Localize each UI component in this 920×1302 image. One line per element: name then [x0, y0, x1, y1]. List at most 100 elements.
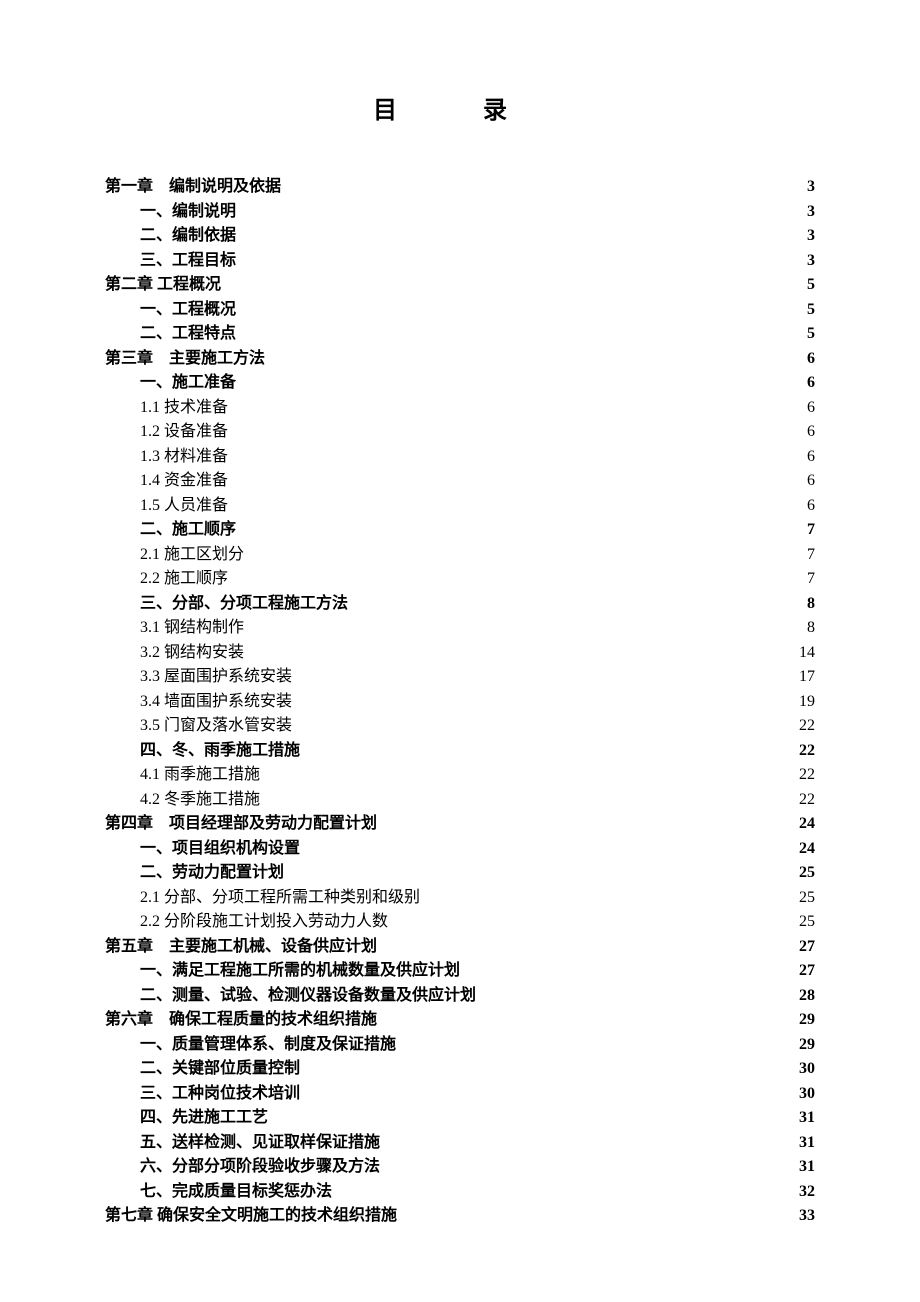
toc-entry: 六、分部分项阶段验收步骤及方法31 [105, 1155, 815, 1180]
toc-entry: 五、送样检测、见证取样保证措施 31 [105, 1131, 815, 1156]
toc-entry-page: 29 [799, 1008, 815, 1033]
toc-entry-label: 二、关键部位质量控制 [140, 1057, 300, 1082]
toc-entry-label: 六、分部分项阶段验收步骤及方法 [140, 1155, 380, 1180]
toc-entry-page: 31 [799, 1131, 815, 1156]
toc-entry-label: 三、分部、分项工程施工方法 [140, 592, 348, 617]
toc-entry-page: 8 [807, 616, 815, 641]
toc-entry: 4.1 雨季施工措施22 [105, 763, 815, 788]
toc-entry-label: 3.2 钢结构安装 [140, 641, 244, 666]
toc-entry-page: 3 [807, 200, 815, 225]
toc-entry-page: 22 [799, 739, 815, 764]
toc-entry-label: 一、工程概况 [140, 298, 236, 323]
toc-entry: 第六章 确保工程质量的技术组织措施 29 [105, 1008, 815, 1033]
toc-entry: 3.4 墙面围护系统安装19 [105, 690, 815, 715]
toc-entry-page: 6 [807, 494, 815, 519]
toc-entry-page: 3 [807, 175, 815, 200]
toc-entry-label: 一、编制说明 [140, 200, 236, 225]
toc-entry-label: 五、送样检测、见证取样保证措施 [140, 1131, 380, 1156]
toc-entry-page: 6 [807, 396, 815, 421]
toc-entry-label: 第七章 确保安全文明施工的技术组织措施 [105, 1204, 397, 1229]
toc-entry: 3.2 钢结构安装14 [105, 641, 815, 666]
toc-entry-page: 27 [799, 935, 815, 960]
toc-entry: 第三章 主要施工方法 6 [105, 347, 815, 372]
toc-entry-page: 6 [807, 420, 815, 445]
toc-entry-label: 三、工程目标 [140, 249, 236, 274]
toc-entry-label: 第五章 主要施工机械、设备供应计划 [105, 935, 377, 960]
toc-entry-label: 四、先进施工工艺 [140, 1106, 268, 1131]
toc-entry: 三、工种岗位技术培训30 [105, 1082, 815, 1107]
toc-entry-page: 22 [799, 788, 815, 813]
toc-entry-page: 31 [799, 1106, 815, 1131]
toc-entry: 第五章 主要施工机械、设备供应计划 27 [105, 935, 815, 960]
toc-entry-page: 19 [799, 690, 815, 715]
toc-entry: 一、项目组织机构设置24 [105, 837, 815, 862]
toc-entry-page: 7 [807, 567, 815, 592]
toc-entry-label: 第四章 项目经理部及劳动力配置计划 [105, 812, 377, 837]
toc-entry-label: 二、测量、试验、检测仪器设备数量及供应计划 [140, 984, 476, 1009]
toc-entry-page: 6 [807, 371, 815, 396]
toc-entry-label: 4.1 雨季施工措施 [140, 763, 260, 788]
toc-entry: 3.3 屋面围护系统安装17 [105, 665, 815, 690]
toc-entry-page: 8 [807, 592, 815, 617]
toc-title: 目 录 [105, 90, 815, 125]
toc-entry-page: 22 [799, 714, 815, 739]
toc-entry-page: 6 [807, 445, 815, 470]
toc-entry-label: 三、工种岗位技术培训 [140, 1082, 300, 1107]
toc-entry: 一、工程概况 5 [105, 298, 815, 323]
toc-entry-label: 3.5 门窗及落水管安装 [140, 714, 292, 739]
toc-entry: 二、编制依据 3 [105, 224, 815, 249]
toc-entry: 一、满足工程施工所需的机械数量及供应计划 27 [105, 959, 815, 984]
toc-entry-page: 30 [799, 1057, 815, 1082]
table-of-contents: 第一章 编制说明及依据3一、编制说明3二、编制依据3三、工程目标3第二章 工程概… [105, 175, 815, 1229]
toc-entry-label: 二、工程特点 [140, 322, 236, 347]
toc-entry-page: 5 [807, 322, 815, 347]
toc-entry: 七、完成质量目标奖惩办法32 [105, 1180, 815, 1205]
toc-entry-label: 一、项目组织机构设置 [140, 837, 300, 862]
toc-entry-page: 25 [799, 910, 815, 935]
toc-entry-label: 4.2 冬季施工措施 [140, 788, 260, 813]
toc-entry-label: 一、满足工程施工所需的机械数量及供应计划 [140, 959, 460, 984]
toc-entry-label: 一、施工准备 [140, 371, 236, 396]
toc-entry: 1.2 设备准备6 [105, 420, 815, 445]
toc-entry: 一、质量管理体系、制度及保证措施29 [105, 1033, 815, 1058]
toc-entry: 二、施工顺序7 [105, 518, 815, 543]
toc-entry-label: 二、编制依据 [140, 224, 236, 249]
toc-entry-page: 33 [799, 1204, 815, 1229]
toc-entry-page: 25 [799, 886, 815, 911]
toc-entry-label: 第三章 主要施工方法 [105, 347, 265, 372]
toc-entry-label: 2.2 施工顺序 [140, 567, 228, 592]
toc-entry: 四、先进施工工艺 31 [105, 1106, 815, 1131]
toc-entry: 2.1 分部、分项工程所需工种类别和级别 25 [105, 886, 815, 911]
toc-entry: 二、工程特点 5 [105, 322, 815, 347]
toc-entry-page: 3 [807, 224, 815, 249]
toc-entry: 四、冬、雨季施工措施 22 [105, 739, 815, 764]
toc-entry-page: 7 [807, 518, 815, 543]
toc-entry-label: 第一章 编制说明及依据 [105, 175, 281, 200]
toc-entry-page: 25 [799, 861, 815, 886]
toc-entry-page: 5 [807, 298, 815, 323]
toc-entry: 1.3 材料准备6 [105, 445, 815, 470]
toc-entry-page: 6 [807, 347, 815, 372]
toc-entry: 三、工程目标 3 [105, 249, 815, 274]
toc-entry: 4.2 冬季施工措施 22 [105, 788, 815, 813]
toc-entry-label: 2.2 分阶段施工计划投入劳动力人数 [140, 910, 388, 935]
toc-entry-label: 1.4 资金准备 [140, 469, 228, 494]
toc-entry: 2.1 施工区划分7 [105, 543, 815, 568]
toc-entry: 1.4 资金准备6 [105, 469, 815, 494]
toc-entry: 第四章 项目经理部及劳动力配置计划24 [105, 812, 815, 837]
toc-entry-page: 5 [807, 273, 815, 298]
toc-entry-label: 四、冬、雨季施工措施 [140, 739, 300, 764]
toc-entry: 2.2 施工顺序 7 [105, 567, 815, 592]
toc-entry-page: 28 [799, 984, 815, 1009]
toc-entry-page: 27 [799, 959, 815, 984]
toc-entry: 1.1 技术准备6 [105, 396, 815, 421]
toc-entry-page: 3 [807, 249, 815, 274]
toc-entry: 第七章 确保安全文明施工的技术组织措施 33 [105, 1204, 815, 1229]
toc-entry-label: 2.1 分部、分项工程所需工种类别和级别 [140, 886, 420, 911]
toc-entry-label: 一、质量管理体系、制度及保证措施 [140, 1033, 396, 1058]
toc-entry: 第二章 工程概况 5 [105, 273, 815, 298]
toc-entry-label: 3.3 屋面围护系统安装 [140, 665, 292, 690]
toc-entry-label: 第二章 工程概况 [105, 273, 221, 298]
toc-entry-label: 第六章 确保工程质量的技术组织措施 [105, 1008, 377, 1033]
toc-entry-label: 1.5 人员准备 [140, 494, 228, 519]
